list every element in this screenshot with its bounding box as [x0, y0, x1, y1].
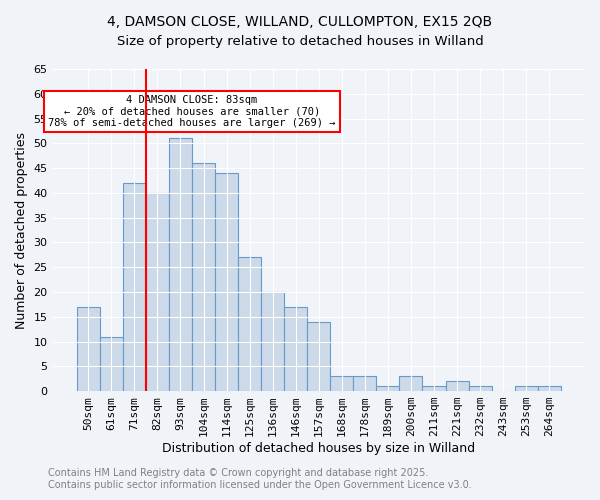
Bar [330, 376, 353, 391]
Bar [515, 386, 538, 391]
X-axis label: Distribution of detached houses by size in Willand: Distribution of detached houses by size … [162, 442, 475, 455]
Text: Contains HM Land Registry data © Crown copyright and database right 2025.
Contai: Contains HM Land Registry data © Crown c… [48, 468, 472, 490]
Text: 4 DAMSON CLOSE: 83sqm
← 20% of detached houses are smaller (70)
78% of semi-deta: 4 DAMSON CLOSE: 83sqm ← 20% of detached … [48, 95, 336, 128]
Bar [400, 376, 422, 391]
Bar [238, 258, 261, 391]
Bar [538, 386, 561, 391]
Text: 4, DAMSON CLOSE, WILLAND, CULLOMPTON, EX15 2QB: 4, DAMSON CLOSE, WILLAND, CULLOMPTON, EX… [107, 15, 493, 29]
Bar [422, 386, 446, 391]
Bar [284, 307, 307, 391]
Bar [261, 292, 284, 391]
Bar [353, 376, 376, 391]
Y-axis label: Number of detached properties: Number of detached properties [15, 132, 28, 328]
Bar [469, 386, 491, 391]
Bar [376, 386, 400, 391]
Bar [169, 138, 192, 391]
Bar [215, 173, 238, 391]
Bar [146, 193, 169, 391]
Bar [123, 183, 146, 391]
Bar [192, 163, 215, 391]
Bar [77, 307, 100, 391]
Bar [307, 322, 330, 391]
Bar [100, 336, 123, 391]
Text: Size of property relative to detached houses in Willand: Size of property relative to detached ho… [116, 35, 484, 48]
Bar [446, 381, 469, 391]
